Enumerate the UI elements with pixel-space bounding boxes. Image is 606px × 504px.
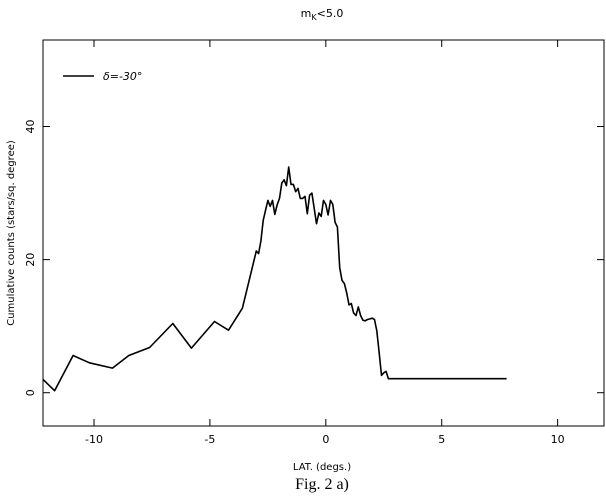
chart-title: mK<5.0 <box>301 7 344 22</box>
series-line <box>42 166 507 392</box>
y-tick-label: 20 <box>24 253 37 267</box>
x-axis-label: LAT. (degs.) <box>293 462 351 473</box>
plot-area: -10 -5 0 5 10 0 20 40 <box>24 40 604 446</box>
x-tick-label: -10 <box>85 433 103 446</box>
chart-title-tail: <5.0 <box>317 7 344 20</box>
y-tick-label: 0 <box>24 389 37 396</box>
x-tick-label: -5 <box>204 433 215 446</box>
y-axis-label: Cumulative counts (stars/sq. degree) <box>6 140 17 326</box>
y-tick-label: 40 <box>24 120 37 134</box>
legend: δ=-30° <box>63 70 142 83</box>
chart-title-main: m <box>301 7 312 20</box>
chart-title-subscript: K <box>311 13 317 22</box>
plot-frame <box>42 39 605 427</box>
figure-caption: Fig. 2 a) <box>295 476 349 493</box>
x-tick-label: 0 <box>322 433 329 446</box>
x-tick-label: 5 <box>438 433 445 446</box>
legend-label: δ=-30° <box>103 70 142 83</box>
x-tick-label: 10 <box>551 433 565 446</box>
